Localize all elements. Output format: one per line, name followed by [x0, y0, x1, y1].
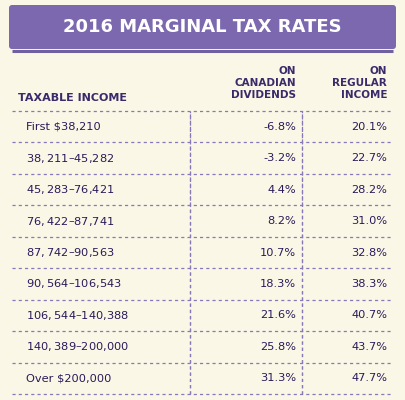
- Text: 28.2%: 28.2%: [351, 185, 387, 195]
- Text: $45,283–$76,421: $45,283–$76,421: [26, 183, 115, 196]
- Text: 31.3%: 31.3%: [260, 373, 296, 383]
- Text: ON
CANADIAN
DIVIDENDS: ON CANADIAN DIVIDENDS: [231, 66, 296, 100]
- Text: 25.8%: 25.8%: [260, 342, 296, 352]
- Text: $76,422–$87,741: $76,422–$87,741: [26, 214, 115, 228]
- Text: -3.2%: -3.2%: [263, 153, 296, 163]
- Text: Over $200,000: Over $200,000: [26, 373, 111, 383]
- Text: TAXABLE INCOME: TAXABLE INCOME: [18, 93, 127, 103]
- Text: 40.7%: 40.7%: [351, 310, 387, 320]
- Text: $87,742–$90,563: $87,742–$90,563: [26, 246, 115, 259]
- Text: 10.7%: 10.7%: [260, 248, 296, 258]
- Text: 32.8%: 32.8%: [351, 248, 387, 258]
- Text: 38.3%: 38.3%: [351, 279, 387, 289]
- Text: 20.1%: 20.1%: [351, 122, 387, 132]
- Text: $90,564–$106,543: $90,564–$106,543: [26, 278, 122, 290]
- Text: 18.3%: 18.3%: [260, 279, 296, 289]
- Text: 31.0%: 31.0%: [351, 216, 387, 226]
- Text: ON
REGULAR
INCOME: ON REGULAR INCOME: [332, 66, 387, 100]
- Text: -6.8%: -6.8%: [263, 122, 296, 132]
- Text: 8.2%: 8.2%: [267, 216, 296, 226]
- Text: 43.7%: 43.7%: [351, 342, 387, 352]
- FancyBboxPatch shape: [9, 5, 396, 49]
- Text: 21.6%: 21.6%: [260, 310, 296, 320]
- Text: 2016 MARGINAL TAX RATES: 2016 MARGINAL TAX RATES: [63, 18, 342, 36]
- Text: 22.7%: 22.7%: [351, 153, 387, 163]
- Text: 4.4%: 4.4%: [267, 185, 296, 195]
- Text: First $38,210: First $38,210: [26, 122, 101, 132]
- Text: $106,544–$140,388: $106,544–$140,388: [26, 309, 129, 322]
- Text: $140,389–$200,000: $140,389–$200,000: [26, 340, 129, 353]
- Text: 47.7%: 47.7%: [351, 373, 387, 383]
- Text: $38,211–$45,282: $38,211–$45,282: [26, 152, 114, 165]
